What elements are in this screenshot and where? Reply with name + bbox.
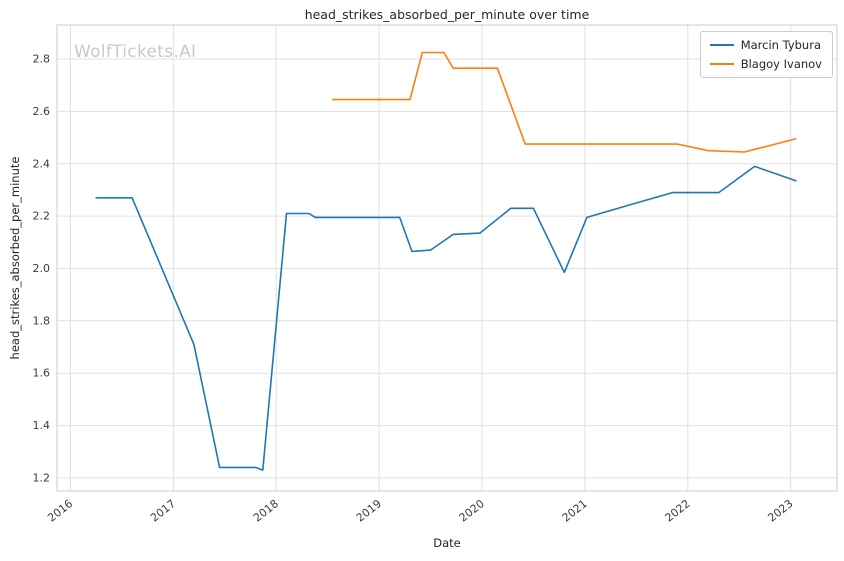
legend-line-swatch-blue — [709, 44, 734, 47]
y-tick-label: 2.4 — [33, 157, 51, 170]
y-tick-label: 2.2 — [33, 210, 51, 223]
y-tick-label: 1.4 — [33, 419, 51, 432]
x-axis-label: Date — [433, 536, 461, 550]
y-tick-label: 2.8 — [33, 53, 51, 66]
chart-title: head_strikes_absorbed_per_minute over ti… — [304, 7, 590, 22]
y-tick-label: 1.8 — [33, 314, 51, 327]
x-tick-label: 2016 — [45, 497, 75, 524]
y-tick-label: 1.6 — [33, 367, 51, 380]
x-tick-label: 2019 — [354, 497, 384, 524]
x-tick-label: 2017 — [148, 497, 178, 524]
legend-label: Blagoy Ivanov — [740, 56, 822, 71]
x-tick-label: 2018 — [251, 497, 281, 524]
series-line-0 — [95, 165, 797, 471]
y-tick-label: 2.6 — [33, 105, 51, 118]
legend: Marcin Tybura Blagoy Ivanov — [699, 31, 833, 79]
legend-item-blagoy-ivanov: Blagoy Ivanov — [709, 56, 822, 71]
legend-item-marcin-tybura: Marcin Tybura — [709, 38, 822, 52]
watermark: WolfTickets.AI — [74, 42, 197, 62]
y-tick-label: 1.2 — [33, 471, 51, 484]
x-tick-label: 2023 — [765, 497, 795, 524]
x-tick-label: 2020 — [457, 497, 487, 524]
x-tick-label: 2022 — [663, 497, 693, 524]
x-tick-label: 2021 — [560, 497, 590, 524]
plot-area — [57, 25, 837, 491]
y-axis-label: head_strikes_absorbed_per_minute — [8, 156, 22, 360]
series-line-1 — [331, 51, 797, 153]
plot-border — [56, 24, 838, 492]
legend-line-swatch-orange — [709, 62, 734, 65]
legend-label: Marcin Tybura — [740, 38, 821, 52]
y-tick-label: 2.0 — [33, 262, 51, 275]
